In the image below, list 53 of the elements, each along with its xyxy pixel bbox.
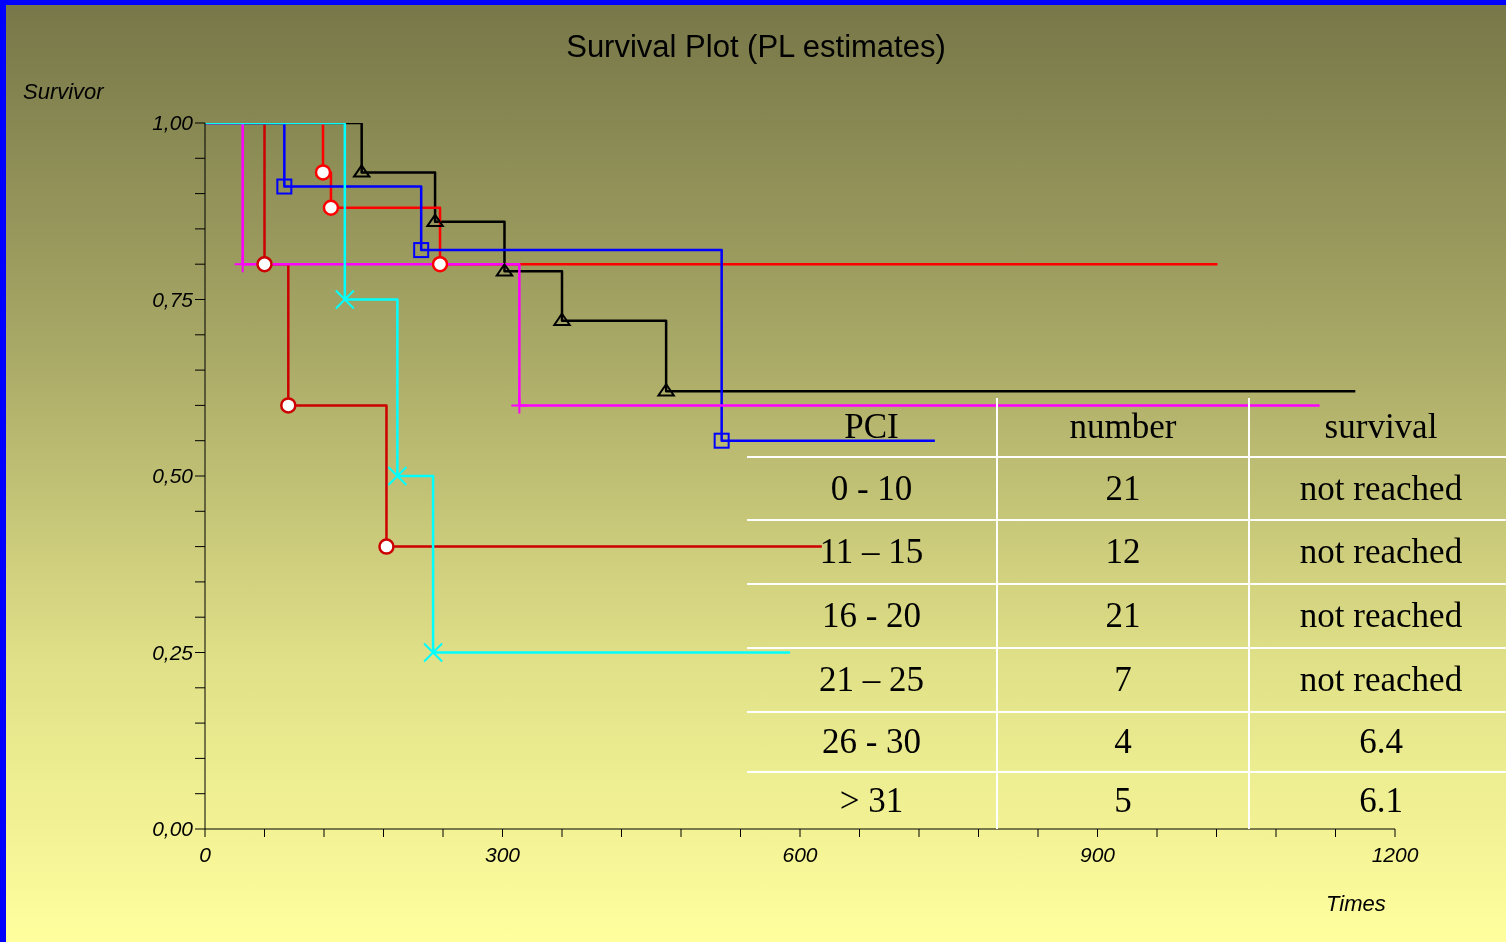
x-tick-label: 600 [782, 842, 818, 866]
annotation: not reached [1299, 596, 1463, 636]
annotation: not reached [1299, 532, 1463, 572]
x-tick-label: 900 [1079, 842, 1116, 866]
point [423, 642, 444, 663]
x-tick-label: 0 [199, 842, 212, 866]
annotation: number [1069, 407, 1177, 447]
point [352, 164, 371, 178]
annotation: not reached [1299, 468, 1463, 509]
annotation: 5 [1114, 781, 1132, 821]
point [378, 538, 395, 555]
point [431, 255, 449, 273]
point [334, 289, 355, 310]
chart-title: Survival Plot (PL estimates) [565, 29, 947, 65]
y-tick-label: 0,50 [152, 464, 194, 488]
point [426, 213, 444, 228]
x-axis-title: Times [1326, 891, 1386, 917]
point [314, 164, 332, 181]
point [256, 255, 273, 273]
annotation: 26 - 30 [821, 722, 922, 762]
point [413, 242, 430, 259]
point [510, 396, 529, 415]
point [495, 263, 514, 277]
annotation: 21 [1105, 468, 1141, 509]
x-tick-label: 1200 [1371, 842, 1419, 866]
y-tick-label: 0,75 [152, 287, 194, 311]
annotation: 21 [1105, 596, 1141, 636]
annotation: 12 [1105, 532, 1141, 572]
annotation: 7 [1114, 660, 1132, 700]
point [657, 383, 675, 397]
annotation: survival [1324, 407, 1438, 447]
annotation: 6.1 [1359, 781, 1403, 821]
annotation: PCI [844, 407, 899, 447]
annotation: 16 - 20 [821, 596, 922, 636]
x-tick-label: 300 [484, 842, 521, 866]
annotation: 6.4 [1359, 722, 1403, 762]
point [280, 397, 297, 414]
y-tick-label: 0,25 [152, 640, 194, 664]
annotation: 0 - 10 [830, 468, 913, 509]
point [276, 178, 293, 195]
y-tick-label: 0,00 [152, 817, 194, 841]
annotation: 11 – 15 [819, 532, 924, 572]
annotation: > 31 [839, 781, 904, 821]
y-tick-label: 1,00 [152, 111, 194, 135]
annotation: 4 [1114, 722, 1132, 762]
point [553, 312, 571, 326]
point [322, 199, 340, 216]
point [713, 432, 730, 449]
annotation: 21 – 25 [819, 660, 924, 700]
point [387, 466, 408, 486]
point [233, 255, 252, 274]
annotation: not reached [1299, 660, 1463, 700]
y-axis-title: Survivor [23, 79, 104, 105]
